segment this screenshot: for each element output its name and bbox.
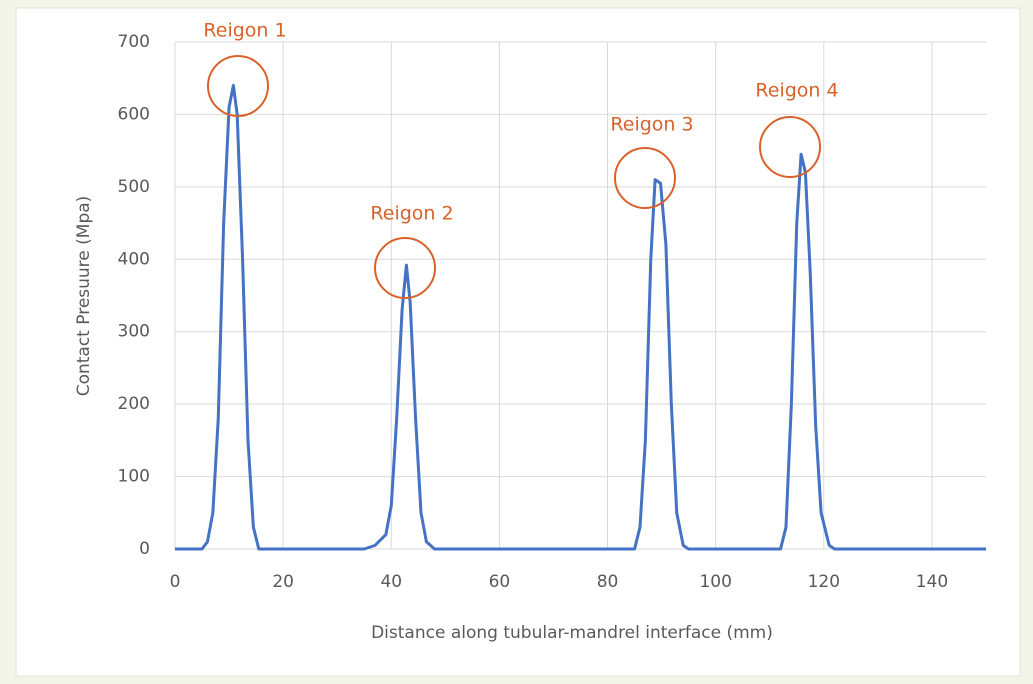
chart-panel bbox=[15, 7, 1021, 677]
x-tick-label: 100 bbox=[699, 572, 731, 592]
x-tick-label: 60 bbox=[489, 572, 511, 592]
x-tick-label: 140 bbox=[916, 572, 948, 592]
y-tick-label: 500 bbox=[118, 177, 150, 197]
annotation-circle bbox=[207, 55, 269, 117]
annotation: Reigon 1 bbox=[203, 20, 286, 42]
annotation-circle bbox=[374, 237, 436, 299]
annotation: Reigon 2 bbox=[370, 203, 453, 225]
x-tick-label: 80 bbox=[597, 572, 619, 592]
x-axis-label: Distance along tubular-mandrel interface… bbox=[371, 623, 773, 643]
x-tick-label: 20 bbox=[272, 572, 294, 592]
y-tick-label: 400 bbox=[118, 249, 150, 269]
x-tick-label: 120 bbox=[808, 572, 840, 592]
annotation: Reigon 3 bbox=[610, 114, 693, 136]
annotation-circle bbox=[759, 116, 821, 178]
y-tick-label: 600 bbox=[118, 104, 150, 124]
y-tick-label: 300 bbox=[118, 322, 150, 342]
x-tick-label: 0 bbox=[170, 572, 181, 592]
x-tick-label: 40 bbox=[380, 572, 402, 592]
y-axis-label: Contact Presuure (Mpa) bbox=[74, 196, 94, 397]
y-tick-label: 200 bbox=[118, 394, 150, 414]
annotation-circle bbox=[614, 147, 676, 209]
y-tick-label: 700 bbox=[118, 32, 150, 52]
y-tick-label: 0 bbox=[139, 539, 150, 559]
y-tick-label: 100 bbox=[118, 467, 150, 487]
annotation: Reigon 4 bbox=[755, 80, 838, 102]
data-line bbox=[175, 83, 986, 551]
